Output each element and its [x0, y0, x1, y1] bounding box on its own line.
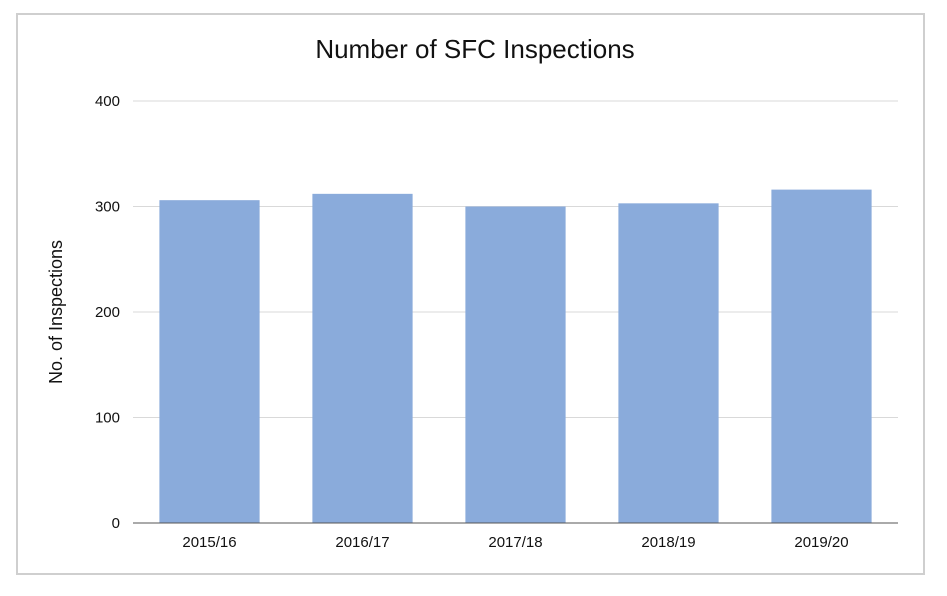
y-tick-label: 300: [95, 199, 120, 216]
x-tick-label: 2017/18: [488, 534, 542, 551]
y-axis-label: No. of Inspections: [46, 240, 66, 384]
chart-title: Number of SFC Inspections: [315, 34, 634, 64]
y-tick-label: 400: [95, 93, 120, 110]
x-tick-label: 2016/17: [335, 534, 389, 551]
y-tick-label: 0: [112, 515, 120, 532]
y-tick-label: 100: [95, 410, 120, 427]
x-tick-label: 2019/20: [794, 534, 848, 551]
bar-2019-20: [771, 189, 872, 523]
tick-labels: 0 100 200 300 400 2015/16 2016/17 2017/18 2018/1…: [95, 93, 849, 551]
bar-2018-19: [618, 203, 719, 523]
y-tick-label: 200: [95, 304, 120, 321]
bar-2015-16: [159, 200, 260, 524]
x-tick-label: 2015/16: [182, 534, 236, 551]
x-tick-label: 2018/19: [641, 534, 695, 551]
bars: [133, 189, 898, 524]
bar-2017-18: [465, 206, 566, 523]
bar-2016-17: [312, 193, 413, 523]
